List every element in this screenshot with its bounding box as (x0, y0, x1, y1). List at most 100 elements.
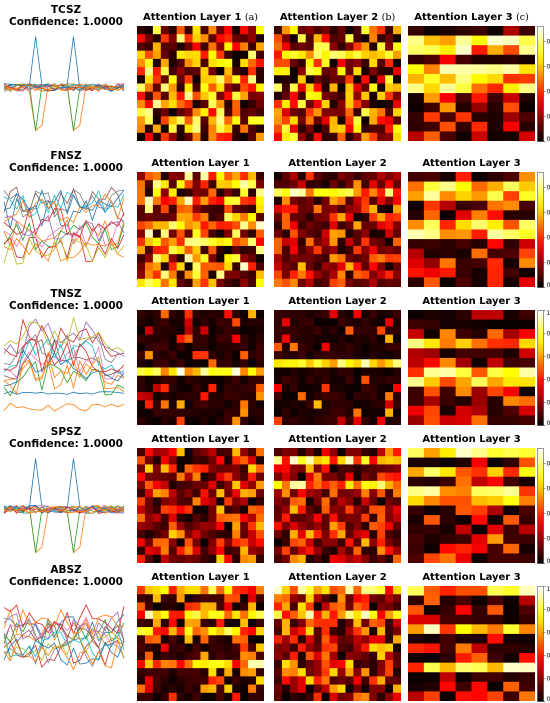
heatmap-cell (169, 59, 177, 68)
heatmap-cell (224, 547, 232, 556)
heatmap-cell (440, 534, 456, 544)
heatmap-cell (137, 351, 145, 360)
heatmap-cell (290, 586, 298, 595)
heatmap-cell (177, 409, 185, 418)
heatmap-cell (472, 605, 488, 615)
heatmap-cell (298, 586, 306, 595)
heatmap-cell (393, 409, 401, 418)
heatmap-cell (145, 448, 153, 457)
heatmap-cell (338, 116, 346, 125)
heatmap-cell (256, 359, 264, 368)
heatmap-cell (377, 384, 385, 393)
heatmap-cell (224, 318, 232, 327)
heatmap-cell (330, 652, 338, 661)
heatmap-cell (472, 201, 488, 211)
heatmap-cell (274, 538, 282, 547)
heatmap-cell (503, 377, 519, 387)
heatmap-cell (424, 249, 440, 259)
heatmap-cell (137, 92, 145, 101)
heatmap-cell (177, 34, 185, 43)
heatmap-cell (472, 396, 488, 406)
heatmap-cell (487, 644, 503, 654)
heatmap-cell (345, 506, 353, 515)
heatmap-cell (169, 668, 177, 677)
heatmap-cell (298, 254, 306, 263)
heatmap-cell (377, 100, 385, 109)
heatmap-cell (298, 205, 306, 214)
attention-heatmap (408, 310, 535, 425)
heatmap-cell (161, 92, 169, 101)
heatmap-cell (377, 205, 385, 214)
heatmap-cell (377, 619, 385, 628)
heatmap-cell (290, 693, 298, 701)
heatmap-cell (369, 246, 377, 255)
heatmap-cell (330, 417, 338, 425)
heatmap-cell (487, 515, 503, 525)
heatmap-cell (298, 384, 306, 393)
heatmap-cell (193, 514, 201, 523)
heatmap-cell (169, 100, 177, 109)
heatmap-cell (314, 481, 322, 490)
heatmap-cell (193, 343, 201, 352)
heatmap-cell (161, 448, 169, 457)
heatmap-cell (256, 489, 264, 498)
heatmap-cell (240, 594, 248, 603)
heatmap-cell (298, 448, 306, 457)
heatmap-cell (240, 310, 248, 319)
heatmap-cell (274, 555, 282, 563)
heatmap-cell (224, 652, 232, 661)
heatmap-cell (208, 221, 216, 230)
heatmap-cell (240, 205, 248, 214)
heatmap-cell (201, 602, 209, 611)
heatmap-cell (248, 271, 256, 280)
heatmap-cell (306, 246, 314, 255)
panel-title: Attention Layer 1 (137, 296, 264, 308)
heatmap-cell (306, 75, 314, 84)
heatmap-cell (353, 555, 361, 563)
heatmap-cell (385, 611, 393, 620)
heatmap-cell (256, 368, 264, 377)
heatmap-cell (377, 238, 385, 247)
heatmap-cell (248, 59, 256, 68)
heatmap-cell (240, 180, 248, 189)
heatmap-cell (519, 74, 535, 84)
heatmap-cell (161, 172, 169, 181)
heatmap-cell (274, 489, 282, 498)
heatmap-cell (185, 67, 193, 76)
heatmap-cell (256, 310, 264, 319)
heatmap-cell (377, 51, 385, 60)
heatmap-cell (361, 456, 369, 465)
heatmap-cell (393, 335, 401, 344)
heatmap-cell (385, 116, 393, 125)
heatmap-cell (169, 75, 177, 84)
heatmap-cell (185, 197, 193, 206)
heatmap-cell (145, 108, 153, 117)
heatmap-cell (137, 473, 145, 482)
heatmap-cell (145, 586, 153, 595)
heatmap-cell (330, 368, 338, 377)
panel-letter: (b) (382, 12, 396, 23)
heatmap-cell (240, 676, 248, 685)
heatmap-cell (472, 310, 488, 320)
heatmap-cell (224, 213, 232, 222)
heatmap-cell (274, 108, 282, 117)
heatmap-cell (306, 108, 314, 117)
heatmap-cell (353, 213, 361, 222)
heatmap-cell (185, 417, 193, 425)
heatmap-cell (248, 652, 256, 661)
heatmap-cell (393, 59, 401, 68)
heatmap-cell (208, 392, 216, 401)
heatmap-cell (290, 125, 298, 134)
heatmap-cell (298, 668, 306, 677)
heatmap-cell (137, 635, 145, 644)
heatmap-cell (393, 310, 401, 319)
heatmap-cell (424, 239, 440, 249)
heatmap-cell (369, 318, 377, 327)
heatmap-cell (456, 634, 472, 644)
heatmap-cell (201, 368, 209, 377)
heatmap-cell (298, 522, 306, 531)
heatmap-cell (361, 26, 369, 35)
heatmap-cell (322, 279, 330, 287)
heatmap-cell (353, 627, 361, 636)
